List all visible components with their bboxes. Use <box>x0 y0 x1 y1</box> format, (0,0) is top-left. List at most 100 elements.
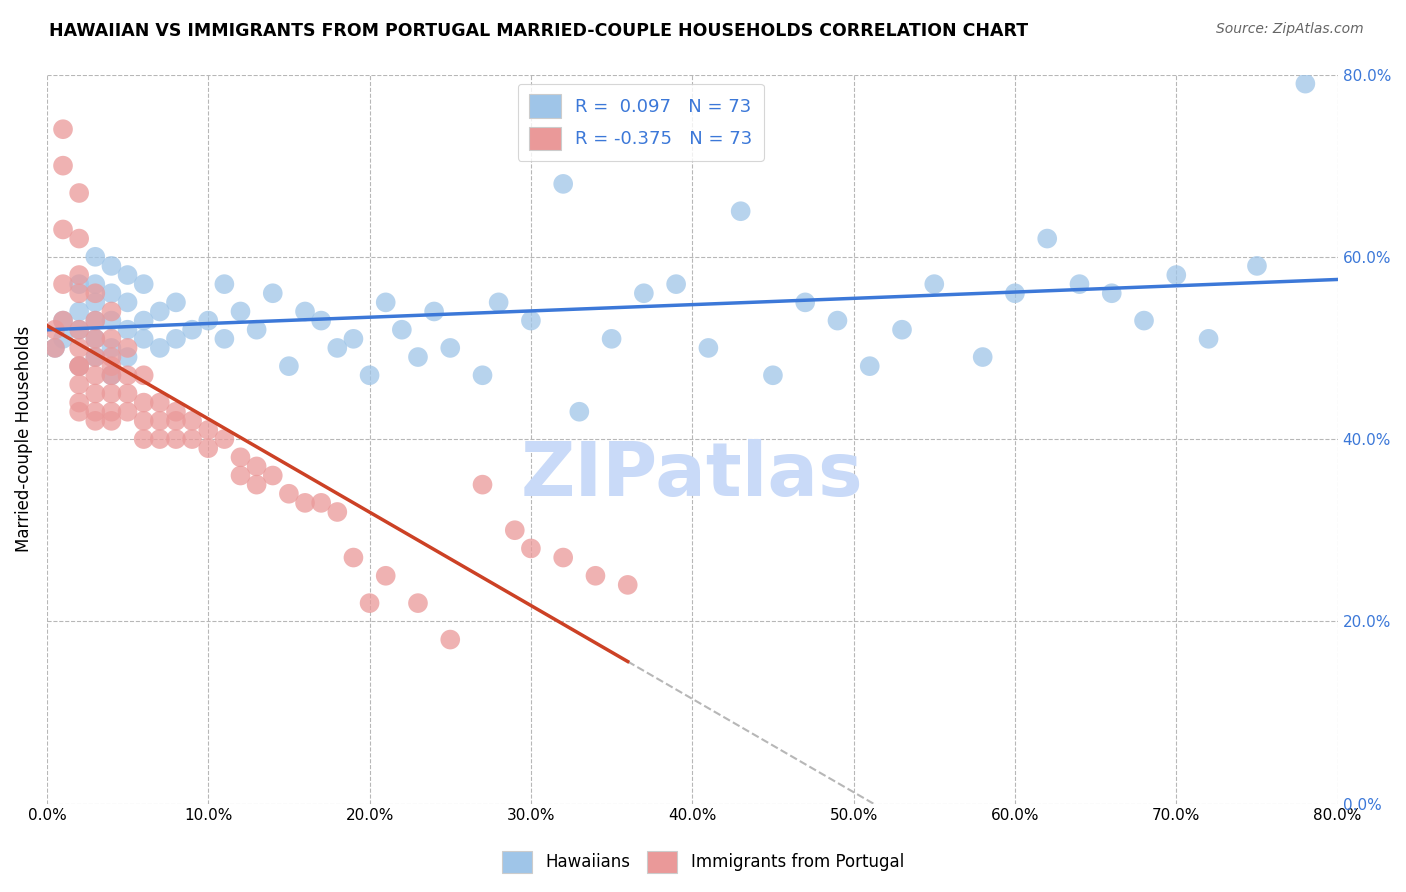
Point <box>214 277 236 292</box>
Point <box>503 523 526 537</box>
Point <box>67 395 90 409</box>
Point <box>439 341 461 355</box>
Point <box>214 432 236 446</box>
Point <box>84 386 107 401</box>
Point <box>294 304 316 318</box>
Point <box>277 487 299 501</box>
Point <box>132 332 155 346</box>
Point <box>922 277 945 292</box>
Point <box>585 568 607 582</box>
Point <box>553 177 575 191</box>
Point <box>229 468 252 483</box>
Point <box>229 450 252 465</box>
Point <box>294 496 316 510</box>
Point <box>100 359 122 373</box>
Point <box>149 395 172 409</box>
Point <box>52 159 75 173</box>
Point <box>52 277 75 292</box>
Point <box>100 414 122 428</box>
Point <box>827 313 849 327</box>
Point <box>84 313 107 327</box>
Point <box>44 341 66 355</box>
Point <box>84 414 107 428</box>
Point <box>84 350 107 364</box>
Point <box>471 477 494 491</box>
Point <box>67 286 90 301</box>
Point <box>488 295 510 310</box>
Point <box>67 268 90 282</box>
Point <box>891 323 914 337</box>
Point <box>149 304 172 318</box>
Point <box>117 341 139 355</box>
Point <box>616 578 638 592</box>
Point <box>359 596 381 610</box>
Point <box>67 341 90 355</box>
Point <box>67 323 90 337</box>
Point <box>326 341 349 355</box>
Point <box>52 313 75 327</box>
Point <box>1004 286 1026 301</box>
Point <box>84 277 107 292</box>
Point <box>342 332 364 346</box>
Point <box>149 414 172 428</box>
Point <box>374 568 396 582</box>
Point <box>568 405 591 419</box>
Point <box>117 405 139 419</box>
Point <box>149 341 172 355</box>
Point <box>84 332 107 346</box>
Point <box>149 432 172 446</box>
Text: Source: ZipAtlas.com: Source: ZipAtlas.com <box>1216 22 1364 37</box>
Y-axis label: Married-couple Households: Married-couple Households <box>15 326 32 552</box>
Point <box>100 304 122 318</box>
Point <box>697 341 720 355</box>
Point <box>197 423 219 437</box>
Point <box>553 550 575 565</box>
Point <box>246 477 269 491</box>
Point <box>100 313 122 327</box>
Point <box>229 304 252 318</box>
Point <box>84 250 107 264</box>
Point <box>117 386 139 401</box>
Point <box>439 632 461 647</box>
Point <box>1036 231 1059 245</box>
Point <box>67 359 90 373</box>
Point <box>359 368 381 383</box>
Point <box>972 350 994 364</box>
Point <box>1069 277 1091 292</box>
Point <box>342 550 364 565</box>
Point <box>84 295 107 310</box>
Point <box>84 405 107 419</box>
Point <box>84 332 107 346</box>
Point <box>67 405 90 419</box>
Point <box>374 295 396 310</box>
Point <box>665 277 688 292</box>
Point <box>391 323 413 337</box>
Point <box>423 304 446 318</box>
Point <box>67 359 90 373</box>
Point <box>1101 286 1123 301</box>
Point <box>117 323 139 337</box>
Point <box>197 441 219 455</box>
Point <box>44 323 66 337</box>
Point <box>132 313 155 327</box>
Point <box>117 295 139 310</box>
Point <box>730 204 752 219</box>
Point <box>309 313 332 327</box>
Point <box>165 295 187 310</box>
Point <box>100 368 122 383</box>
Point <box>52 313 75 327</box>
Point <box>100 286 122 301</box>
Point <box>165 414 187 428</box>
Point <box>471 368 494 383</box>
Point <box>67 186 90 200</box>
Point <box>1166 268 1188 282</box>
Point <box>100 259 122 273</box>
Legend: R =  0.097   N = 73, R = -0.375   N = 73: R = 0.097 N = 73, R = -0.375 N = 73 <box>517 84 763 161</box>
Point <box>132 277 155 292</box>
Point <box>100 386 122 401</box>
Point <box>181 323 204 337</box>
Point <box>117 268 139 282</box>
Point <box>117 368 139 383</box>
Point <box>67 359 90 373</box>
Point <box>132 414 155 428</box>
